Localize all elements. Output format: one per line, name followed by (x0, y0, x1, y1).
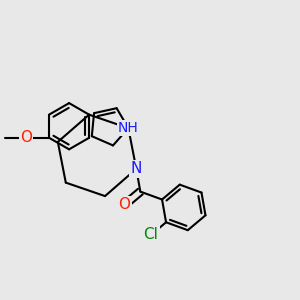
Text: O: O (118, 197, 130, 212)
Text: NH: NH (118, 121, 139, 135)
Text: Cl: Cl (144, 227, 158, 242)
Text: N: N (130, 161, 142, 176)
Text: O: O (20, 130, 32, 145)
